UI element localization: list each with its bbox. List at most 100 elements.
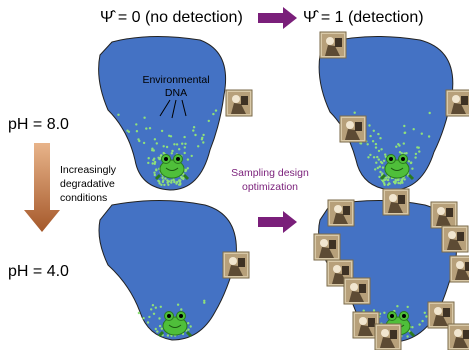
dot: [193, 126, 195, 128]
arrow: [258, 7, 297, 29]
dot: [159, 325, 161, 327]
dot: [176, 143, 178, 145]
dot: [161, 177, 163, 179]
annotation: Environmental: [142, 74, 209, 86]
sampler-photo: [448, 324, 469, 350]
dot: [202, 141, 204, 143]
dot: [404, 178, 406, 180]
dot: [374, 168, 376, 170]
dot: [178, 148, 180, 150]
dot: [203, 300, 205, 302]
dot: [163, 145, 165, 147]
dot: [187, 167, 189, 169]
dot: [147, 321, 149, 323]
dot: [161, 328, 163, 330]
dot: [406, 335, 408, 337]
dot: [373, 309, 375, 311]
dot: [379, 171, 381, 173]
dot: [150, 308, 152, 310]
dot: [187, 328, 189, 330]
dot: [155, 328, 157, 330]
dot: [373, 156, 375, 158]
dot: [148, 316, 150, 318]
dot: [128, 131, 130, 133]
dot: [380, 148, 382, 150]
row-label: pH = 8.0: [8, 116, 69, 133]
dot: [411, 326, 413, 328]
dot: [191, 155, 193, 157]
dot: [163, 184, 165, 186]
dot: [154, 138, 156, 140]
dot: [388, 183, 390, 185]
arrow: [24, 143, 60, 232]
dot: [372, 140, 374, 142]
dot: [379, 137, 381, 139]
dot: [156, 330, 158, 332]
dot: [156, 142, 158, 144]
sampler-photo: [344, 278, 370, 304]
dot: [384, 153, 386, 155]
dot: [418, 147, 420, 149]
dot: [138, 312, 140, 314]
dot: [161, 130, 163, 132]
dot: [184, 146, 186, 148]
dot: [135, 123, 137, 125]
dot: [375, 162, 377, 164]
dot: [143, 117, 145, 119]
dot: [148, 157, 150, 159]
sampler-photo: [383, 189, 409, 215]
annotation: degradative: [60, 178, 115, 190]
dot: [166, 146, 168, 148]
dot: [425, 315, 427, 317]
dot: [401, 179, 403, 181]
dot: [421, 133, 423, 135]
dot: [403, 142, 405, 144]
dot: [383, 184, 385, 186]
dot: [401, 182, 403, 184]
dot: [152, 159, 154, 161]
dot: [153, 172, 155, 174]
dot: [408, 160, 410, 162]
dot: [145, 127, 147, 129]
dot: [154, 161, 156, 163]
dot: [379, 166, 381, 168]
dot: [208, 120, 210, 122]
dot: [369, 154, 371, 156]
dot: [155, 169, 157, 171]
dot: [158, 317, 160, 319]
dot: [377, 133, 379, 135]
dot: [182, 178, 184, 180]
dot: [183, 136, 185, 138]
dot: [167, 334, 169, 336]
dot: [414, 156, 416, 158]
diagram: Ψ̂ = 0 (no detection) Ψ̂ = 1 (detection)…: [0, 0, 469, 350]
dot: [215, 109, 217, 111]
dot: [180, 308, 182, 310]
dot: [373, 130, 375, 132]
dot: [178, 179, 180, 181]
dot: [167, 184, 169, 186]
dot: [184, 152, 186, 154]
sampler-photo: [314, 234, 340, 260]
dot: [164, 177, 166, 179]
dot: [171, 152, 173, 154]
dot: [181, 143, 183, 145]
dot: [197, 145, 199, 147]
sampler-photo: [375, 324, 401, 350]
dot: [187, 158, 189, 160]
sampler-photo: [320, 32, 346, 58]
dot: [153, 149, 155, 151]
dot: [405, 152, 407, 154]
sampler-photo: [446, 90, 469, 116]
dot: [179, 182, 181, 184]
sampler-photo: [450, 256, 469, 282]
sampler-photo: [442, 226, 468, 252]
dot: [166, 179, 168, 181]
dot: [192, 129, 194, 131]
dot: [381, 162, 383, 164]
dot: [395, 180, 397, 182]
dot: [175, 182, 177, 184]
header-left: Ψ̂ = 0 (no detection): [100, 9, 243, 26]
dot: [143, 142, 145, 144]
dot: [171, 150, 173, 152]
